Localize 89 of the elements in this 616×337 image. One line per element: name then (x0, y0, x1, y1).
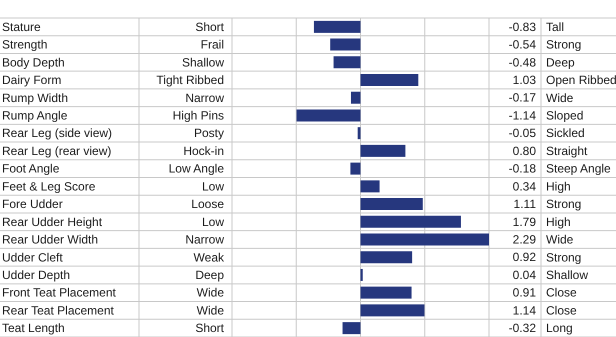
bar (360, 180, 380, 192)
y-tick-label: Stature (2, 20, 42, 34)
y-tick-label: Rear Leg (side view) (2, 126, 112, 140)
y2-tick-label: High (546, 214, 571, 229)
y2-tick-label: Sickled (546, 126, 585, 140)
data-label: -0.05 (508, 126, 536, 140)
y-tick-label: Strength (2, 38, 48, 52)
category-label: Shallow (182, 55, 224, 70)
y2-tick-label: Close (546, 303, 578, 318)
category-label: Loose (191, 197, 224, 212)
y2-tick-label: Wide (546, 232, 574, 247)
bar (342, 322, 360, 334)
category-label: Deep (195, 268, 224, 282)
bar (296, 109, 360, 122)
y-tick-label: Body Depth (2, 55, 65, 70)
data-label: 0.91 (512, 286, 536, 300)
data-label: -0.18 (508, 162, 536, 176)
bar (358, 127, 360, 140)
y2-tick-label: Close (546, 286, 578, 300)
y-tick-label: Rear Udder Width (2, 232, 98, 247)
category-label: Tight Ribbed (156, 73, 224, 88)
category-label: High Pins (172, 108, 224, 122)
y-tick-label: Foot Angle (2, 162, 60, 176)
data-label: 2.29 (512, 232, 536, 246)
y-tick-label: Rear Teat Placement (2, 303, 115, 318)
y-tick-label: Front Teat Placement (2, 286, 116, 300)
bar (360, 216, 461, 228)
data-label: 1.11 (514, 197, 536, 212)
data-label: 1.79 (512, 214, 536, 229)
category-label: Wide (196, 303, 224, 318)
data-label: 0.04 (512, 268, 536, 282)
category-label: Hock-in (183, 144, 224, 158)
y-tick-label: Dairy Form (2, 73, 62, 88)
y2-tick-label: Steep Angle (546, 162, 612, 176)
y2-tick-label: Deep (546, 55, 576, 70)
y2-tick-label: Tall (546, 20, 564, 34)
category-label: Narrow (185, 232, 224, 247)
category-label: Short (195, 321, 224, 336)
bar (314, 20, 360, 33)
bar (350, 162, 360, 175)
data-label: 0.92 (512, 250, 536, 264)
category-label: Narrow (185, 90, 224, 105)
y2-tick-label: Open Ribbed (546, 73, 616, 88)
data-label: -0.32 (508, 321, 536, 336)
category-label: Frail (200, 38, 224, 52)
bar (360, 144, 406, 157)
bar (360, 234, 489, 246)
y-tick-label: Feet & Leg Score (2, 179, 96, 194)
y2-tick-label: Straight (546, 144, 588, 158)
bar (360, 304, 424, 316)
y-tick-label: Udder Cleft (2, 250, 64, 264)
data-label: -0.83 (508, 20, 536, 34)
bar (360, 198, 423, 210)
data-label: -0.48 (508, 55, 536, 70)
y2-tick-label: Shallow (546, 268, 588, 282)
y-tick-label: Udder Depth (2, 268, 70, 282)
y-tick-label: Fore Udder (2, 197, 63, 212)
y-tick-label: Rear Leg (rear view) (2, 144, 112, 158)
bar (330, 38, 360, 51)
bar (350, 92, 360, 104)
y2-tick-label: High (546, 179, 571, 194)
bar (360, 286, 412, 299)
category-label: Posty (194, 126, 224, 140)
data-label: -0.54 (508, 38, 536, 52)
bar (360, 251, 412, 264)
bar (334, 56, 360, 68)
y2-tick-label: Strong (546, 250, 582, 264)
y-tick-label: Teat Length (2, 321, 65, 336)
y2-tick-label: Wide (546, 90, 574, 105)
data-label: 0.80 (512, 144, 536, 158)
data-label: -0.17 (508, 90, 536, 105)
data-label: 1.03 (512, 73, 536, 87)
category-label: Low Angle (168, 162, 224, 176)
category-label: Weak (194, 250, 224, 264)
category-label: Low (202, 179, 224, 194)
category-label: Short (195, 20, 224, 34)
y2-tick-label: Strong (546, 38, 582, 52)
y-tick-label: Rump Width (2, 90, 68, 105)
y-tick-label: Rump Angle (2, 108, 68, 122)
y-tick-label: Rear Udder Height (2, 214, 103, 229)
data-label: 0.34 (512, 179, 536, 194)
bar (360, 74, 418, 86)
y2-tick-label: Long (546, 321, 573, 336)
y2-tick-label: Sloped (546, 108, 584, 122)
category-label: Low (202, 214, 224, 229)
data-label: -1.14 (508, 108, 536, 122)
category-label: Wide (196, 286, 224, 300)
y2-tick-label: Strong (546, 197, 582, 212)
data-label: 1.14 (512, 303, 536, 318)
